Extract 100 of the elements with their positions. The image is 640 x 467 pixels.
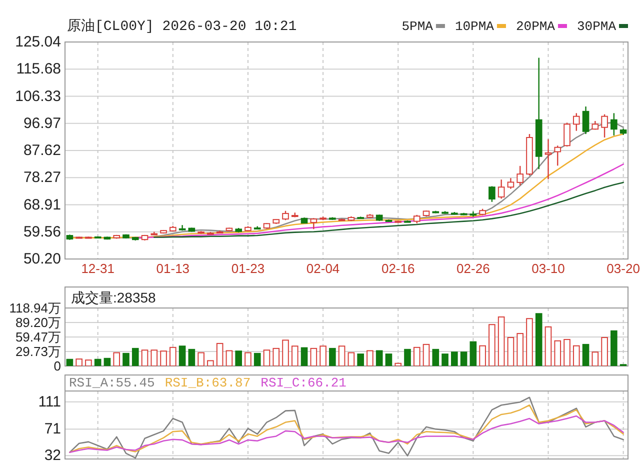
bar bbox=[385, 354, 392, 366]
bar bbox=[235, 350, 242, 366]
candlestick bbox=[310, 218, 318, 230]
bar bbox=[451, 352, 458, 366]
text: RSI_B:63.87 bbox=[164, 376, 251, 390]
bar bbox=[244, 352, 252, 366]
bar bbox=[460, 352, 468, 366]
y-tick-label: 71 bbox=[44, 420, 61, 438]
bar bbox=[170, 346, 176, 366]
text: RSI_A:55.45 bbox=[69, 376, 155, 390]
bar bbox=[479, 345, 486, 366]
candlestick bbox=[554, 145, 562, 166]
text: RSI_C:66.21 bbox=[260, 376, 347, 390]
y-tick-label: 96.97 bbox=[23, 114, 61, 132]
y-tick-label: 59.56 bbox=[23, 223, 61, 240]
bar bbox=[507, 337, 514, 366]
bar bbox=[404, 348, 411, 366]
y-tick-label: 118.94万 bbox=[9, 300, 61, 316]
bar bbox=[348, 352, 355, 366]
y-tick-label: 78.27 bbox=[23, 169, 61, 186]
bar bbox=[526, 318, 533, 366]
bar bbox=[132, 348, 139, 366]
x-tick-label: 02-26 bbox=[456, 261, 490, 276]
bar bbox=[498, 316, 505, 366]
bar bbox=[150, 350, 158, 366]
legend-label: 10PMA bbox=[454, 19, 494, 34]
y-tick-label: 0 bbox=[54, 358, 61, 374]
y-tick-label: 106.33 bbox=[15, 88, 61, 105]
candlestick bbox=[572, 112, 580, 132]
y-tick-label: 68.91 bbox=[23, 196, 61, 214]
bar bbox=[104, 358, 111, 366]
bar bbox=[141, 350, 148, 366]
bar bbox=[207, 360, 214, 366]
x-tick-label: 03-20 bbox=[606, 261, 640, 276]
bar bbox=[178, 346, 186, 366]
bar bbox=[320, 346, 326, 366]
line-series bbox=[69, 415, 624, 453]
line-series bbox=[69, 404, 624, 453]
bar bbox=[338, 346, 346, 366]
line-series bbox=[153, 182, 624, 238]
candlestick bbox=[601, 114, 608, 138]
bar bbox=[394, 362, 402, 366]
bar bbox=[413, 346, 420, 366]
y-tick-label: 87.62 bbox=[23, 142, 61, 159]
y-tick-label: 32 bbox=[44, 447, 61, 464]
bar bbox=[76, 358, 82, 366]
x-tick-label: 12-31 bbox=[81, 261, 114, 276]
y-tick-label: 50.20 bbox=[23, 250, 61, 268]
bar bbox=[282, 340, 289, 366]
y-tick-label: 59.47万 bbox=[15, 330, 61, 344]
x-tick-label: 02-16 bbox=[381, 261, 415, 276]
bar bbox=[516, 333, 524, 366]
chart-title: 原油[CL00Y] 2026-03-20 10:21 bbox=[67, 18, 297, 35]
candlestick bbox=[488, 186, 496, 202]
bar bbox=[376, 350, 383, 366]
legend-label: 20PMA bbox=[516, 19, 556, 34]
candlestick bbox=[507, 178, 514, 190]
bar bbox=[300, 347, 308, 366]
bar bbox=[582, 344, 590, 366]
x-tick-label: 01-13 bbox=[156, 261, 190, 276]
bar bbox=[488, 324, 496, 366]
bar bbox=[601, 337, 608, 366]
bar bbox=[254, 352, 261, 366]
bar bbox=[122, 352, 130, 366]
bar bbox=[160, 350, 167, 366]
bar bbox=[535, 313, 542, 366]
candlestick bbox=[544, 138, 552, 180]
bar bbox=[564, 338, 570, 366]
line-series bbox=[69, 396, 624, 459]
candlestick bbox=[516, 165, 524, 186]
legend-label: 5PMA bbox=[402, 19, 434, 34]
candlestick bbox=[498, 178, 505, 200]
bar bbox=[610, 330, 618, 366]
candlestick bbox=[610, 112, 618, 136]
bar bbox=[432, 348, 440, 366]
x-tick-label: 03-10 bbox=[532, 261, 565, 276]
bar bbox=[422, 344, 430, 366]
bar bbox=[366, 350, 374, 366]
bar bbox=[113, 352, 120, 366]
bar bbox=[329, 348, 336, 366]
candlestick bbox=[564, 122, 570, 148]
chart-title: 成交量:28358 bbox=[71, 290, 156, 306]
y-tick-label: 89.20万 bbox=[15, 315, 61, 330]
bar bbox=[66, 358, 74, 366]
bar bbox=[291, 346, 298, 366]
y-tick-label: 125.04 bbox=[15, 34, 61, 50]
legend-label: 30PMA bbox=[576, 19, 616, 34]
bar bbox=[216, 342, 224, 366]
y-tick-label: 111 bbox=[38, 393, 61, 410]
bar bbox=[357, 354, 364, 366]
bar bbox=[442, 354, 448, 366]
bar bbox=[592, 352, 599, 366]
bar bbox=[310, 348, 318, 366]
candlestick bbox=[282, 210, 289, 221]
bar bbox=[272, 348, 280, 366]
bar bbox=[94, 358, 102, 366]
bar bbox=[226, 350, 233, 366]
bar bbox=[198, 352, 204, 366]
bar bbox=[188, 348, 196, 366]
candlestick bbox=[582, 106, 590, 135]
